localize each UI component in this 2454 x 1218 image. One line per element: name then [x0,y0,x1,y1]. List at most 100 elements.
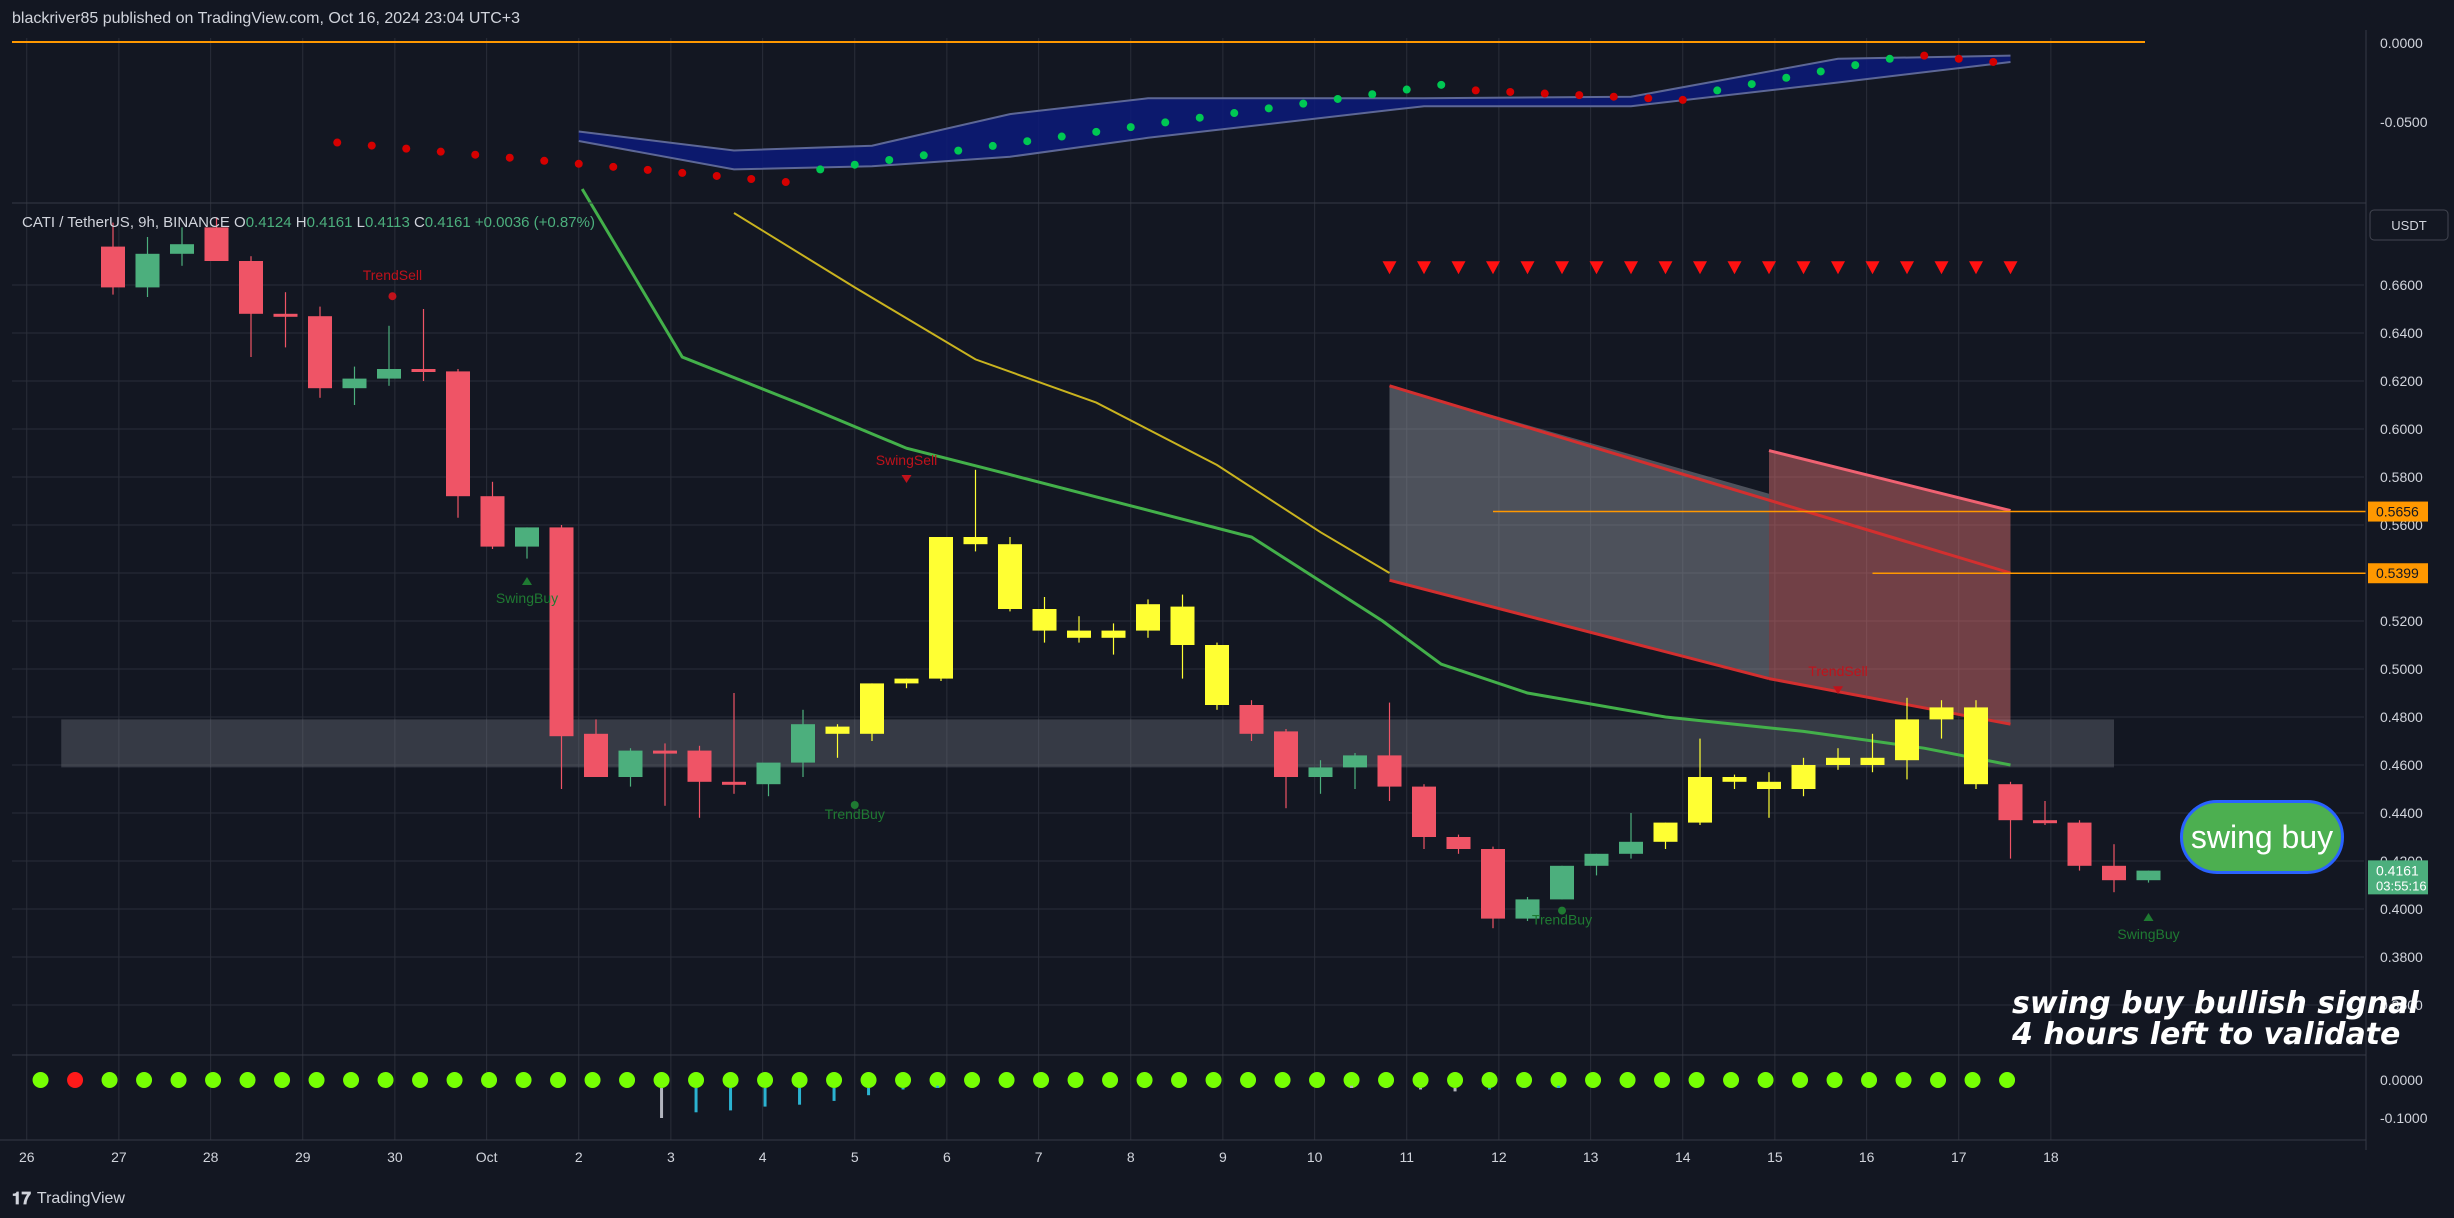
time-tick-label: 10 [1307,1149,1323,1165]
candle-body [239,261,263,314]
candle-body [273,313,298,317]
top-panel-green-dot [850,160,859,169]
momentum-dot [377,1072,394,1088]
sell-triangle [1900,261,1914,275]
footer-brand[interactable]: 𝟏𝟕 TradingView [0,1180,2454,1218]
candle-body [549,527,574,737]
top-panel-green-dot [1437,80,1446,89]
top-panel-red-dot [1609,92,1618,101]
momentum-dot [550,1072,567,1088]
momentum-dot [964,1072,981,1088]
top-panel-green-dot [885,156,894,165]
top-panel-red-dot [540,156,549,165]
top-panel-green-dot [1333,94,1342,103]
signal-label: TrendBuy [825,806,885,822]
support-zone [61,719,2114,768]
candle-body [653,750,677,754]
time-tick-label: 8 [1127,1149,1135,1165]
candle-body [687,750,712,782]
sell-triangle [1486,261,1500,275]
candle-body [1653,822,1678,842]
top-panel-band-lower [578,60,2011,171]
price-tick-label: 0.4400 [2380,805,2423,821]
signal-dot [388,292,397,301]
bottom-panel-tick-label: 0.0000 [2380,1072,2423,1088]
time-tick-label: 14 [1675,1149,1691,1165]
momentum-dot [446,1072,463,1088]
regression-channel-gray [1389,385,1769,679]
candle-body [825,726,850,734]
top-panel-green-dot [988,141,997,150]
top-panel-red-dot [643,165,652,174]
legend-high-label: H [295,214,307,231]
top-panel-green-dot [954,146,963,155]
momentum-dot [343,1072,360,1088]
candle-body [2033,820,2057,824]
price-axis-label-value: 0.5399 [2376,565,2419,581]
signal-label: SwingSell [876,452,937,468]
chart-zones [61,261,2366,768]
momentum-dot [1343,1072,1360,1088]
top-panel-green-dot [1713,86,1722,95]
price-axis-label-box [2368,501,2428,522]
top-panel-band [578,55,2011,170]
momentum-dot [584,1072,601,1088]
legend-low-label: L [356,214,366,231]
candle-body [1205,645,1229,705]
candle-body [1308,767,1333,777]
candle-body [1791,765,1816,789]
momentum-dot [1274,1072,1291,1088]
candle-body [1136,604,1160,631]
momentum-dot [1585,1072,1602,1088]
candle-body [1998,784,2023,821]
candle-body [204,227,229,261]
price-axis-label-value: 0.4161 [2376,862,2419,878]
momentum-dot [136,1072,153,1088]
candle-body [1343,755,1367,768]
top-panel-red-dot [747,175,756,184]
time-tick-label: 12 [1491,1149,1507,1165]
momentum-dot [1481,1072,1498,1088]
time-tick-label: 9 [1219,1149,1227,1165]
top-panel-green-dot [1230,109,1239,118]
sell-triangle [1451,261,1466,275]
candle-body [1688,777,1712,823]
candle-body [1515,899,1540,919]
momentum-dot [791,1072,808,1088]
signal-label: TrendBuy [1532,912,1592,928]
candle-body [584,733,608,777]
price-tick-label: 0.5200 [2380,613,2423,629]
candle-body [377,369,401,379]
top-panel-green-dot [1851,61,1860,70]
candle-body [1067,630,1091,638]
momentum-dot [1447,1072,1464,1088]
candle-body [1274,731,1298,777]
legend-low: 0.4113 [365,214,410,231]
candle-body [1101,630,1126,638]
top-panel-green-dot [1885,54,1894,63]
momentum-dot [1205,1072,1222,1088]
sell-triangle [1417,261,1431,275]
momentum-dot [308,1072,325,1088]
candle-body [515,527,539,547]
signal-label: TrendSell [363,267,422,283]
candle-body [722,781,746,785]
signal-dot [1558,906,1566,915]
candle-body [1170,606,1195,645]
candle-body [1239,705,1264,734]
legend-symbol[interactable]: CATI / TetherUS, 9h, BINANCE [22,214,230,231]
candle-body [101,246,125,288]
candle-body [1722,777,1747,782]
price-axis-label-countdown: 03:55:16 [2376,878,2427,893]
top-panel-band-upper [578,54,2011,152]
top-panel-green-dot [1023,137,1032,146]
momentum-dot [1378,1072,1395,1088]
signal-label: SwingBuy [2117,926,2179,942]
candle-body [1929,707,1954,720]
candle-body [1757,781,1781,789]
tradingview-logo-icon: 𝟏𝟕 [12,1189,31,1208]
candle-body [1481,849,1505,919]
candle-body [1377,755,1402,787]
top-panel-green-dot [1402,85,1411,94]
